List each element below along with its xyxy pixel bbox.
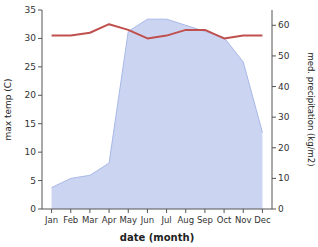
x-tick-label: Feb — [63, 215, 78, 225]
x-tick-label: Jun — [140, 215, 154, 225]
y-tick-label: 25 — [25, 62, 36, 72]
x-tick-label: Sep — [197, 215, 213, 225]
y-axis-line — [42, 10, 43, 209]
x-tick-label: May — [119, 215, 137, 225]
x-tick-label: Dec — [254, 215, 271, 225]
y-tick — [38, 66, 42, 67]
y2-tick-label: 10 — [278, 173, 290, 183]
y-tick — [38, 209, 42, 210]
y2-axis-line — [272, 10, 273, 209]
y-tick-label: 35 — [25, 5, 36, 15]
y2-tick — [272, 178, 276, 179]
x-tick — [262, 209, 263, 213]
marks — [52, 19, 263, 209]
x-tick — [204, 209, 205, 213]
x-tick — [89, 209, 90, 213]
x-tick-label: Nov — [235, 215, 252, 225]
x-axis-label: date (month) — [120, 232, 194, 243]
y-tick — [38, 38, 42, 39]
y2-axis-label: med. precipitation (kg/m2) — [306, 52, 316, 166]
x-tick — [224, 209, 225, 213]
x-tick — [243, 209, 244, 213]
y-tick — [38, 10, 42, 11]
y-tick — [38, 180, 42, 181]
y-tick — [38, 123, 42, 124]
y2-tick-label: 30 — [278, 112, 290, 122]
y2-tick — [272, 55, 276, 56]
precip-area — [52, 19, 263, 209]
x-tick-label: Mar — [82, 215, 99, 225]
x-tick — [185, 209, 186, 213]
y-axis-label: max temp (C) — [3, 78, 13, 140]
y2-tick — [272, 117, 276, 118]
y2-tick — [272, 86, 276, 87]
y-tick — [38, 152, 42, 153]
y2-tick — [272, 25, 276, 26]
x-tick-label: Apr — [102, 215, 117, 225]
y-tick-label: 30 — [25, 33, 37, 43]
y-tick-label: 0 — [30, 204, 36, 214]
x-tick-label: Aug — [177, 215, 194, 225]
y-tick-label: 15 — [25, 119, 36, 129]
precip-line — [52, 19, 263, 187]
chart: 0 5 10 15 20 25 30 35 0 10 20 30 40 50 60 Jan Feb MarAprM… — [0, 0, 318, 247]
y2-tick — [272, 147, 276, 148]
y-tick-label: 10 — [25, 147, 37, 157]
x-tick-label: Jan — [44, 215, 58, 225]
y-tick-label: 5 — [30, 176, 36, 186]
x-tick — [166, 209, 167, 213]
y2-tick-label: 20 — [278, 143, 290, 153]
x-tick — [147, 209, 148, 213]
y2-tick — [272, 209, 276, 210]
y2-tick-label: 50 — [278, 51, 290, 61]
y2-tick-label: 40 — [278, 82, 290, 92]
x-tick — [109, 209, 110, 213]
x-tick — [128, 209, 129, 213]
x-tick — [51, 209, 52, 213]
x-axis-line — [42, 209, 272, 210]
x-tick-label: Oct — [217, 215, 232, 225]
y-tick — [38, 95, 42, 96]
temp-line — [52, 24, 263, 38]
y2-tick-label: 60 — [278, 20, 290, 30]
y2-tick-label: 0 — [278, 204, 284, 214]
x-tick — [70, 209, 71, 213]
x-tick-label: Jul — [160, 215, 171, 225]
y-tick-label: 20 — [25, 90, 37, 100]
